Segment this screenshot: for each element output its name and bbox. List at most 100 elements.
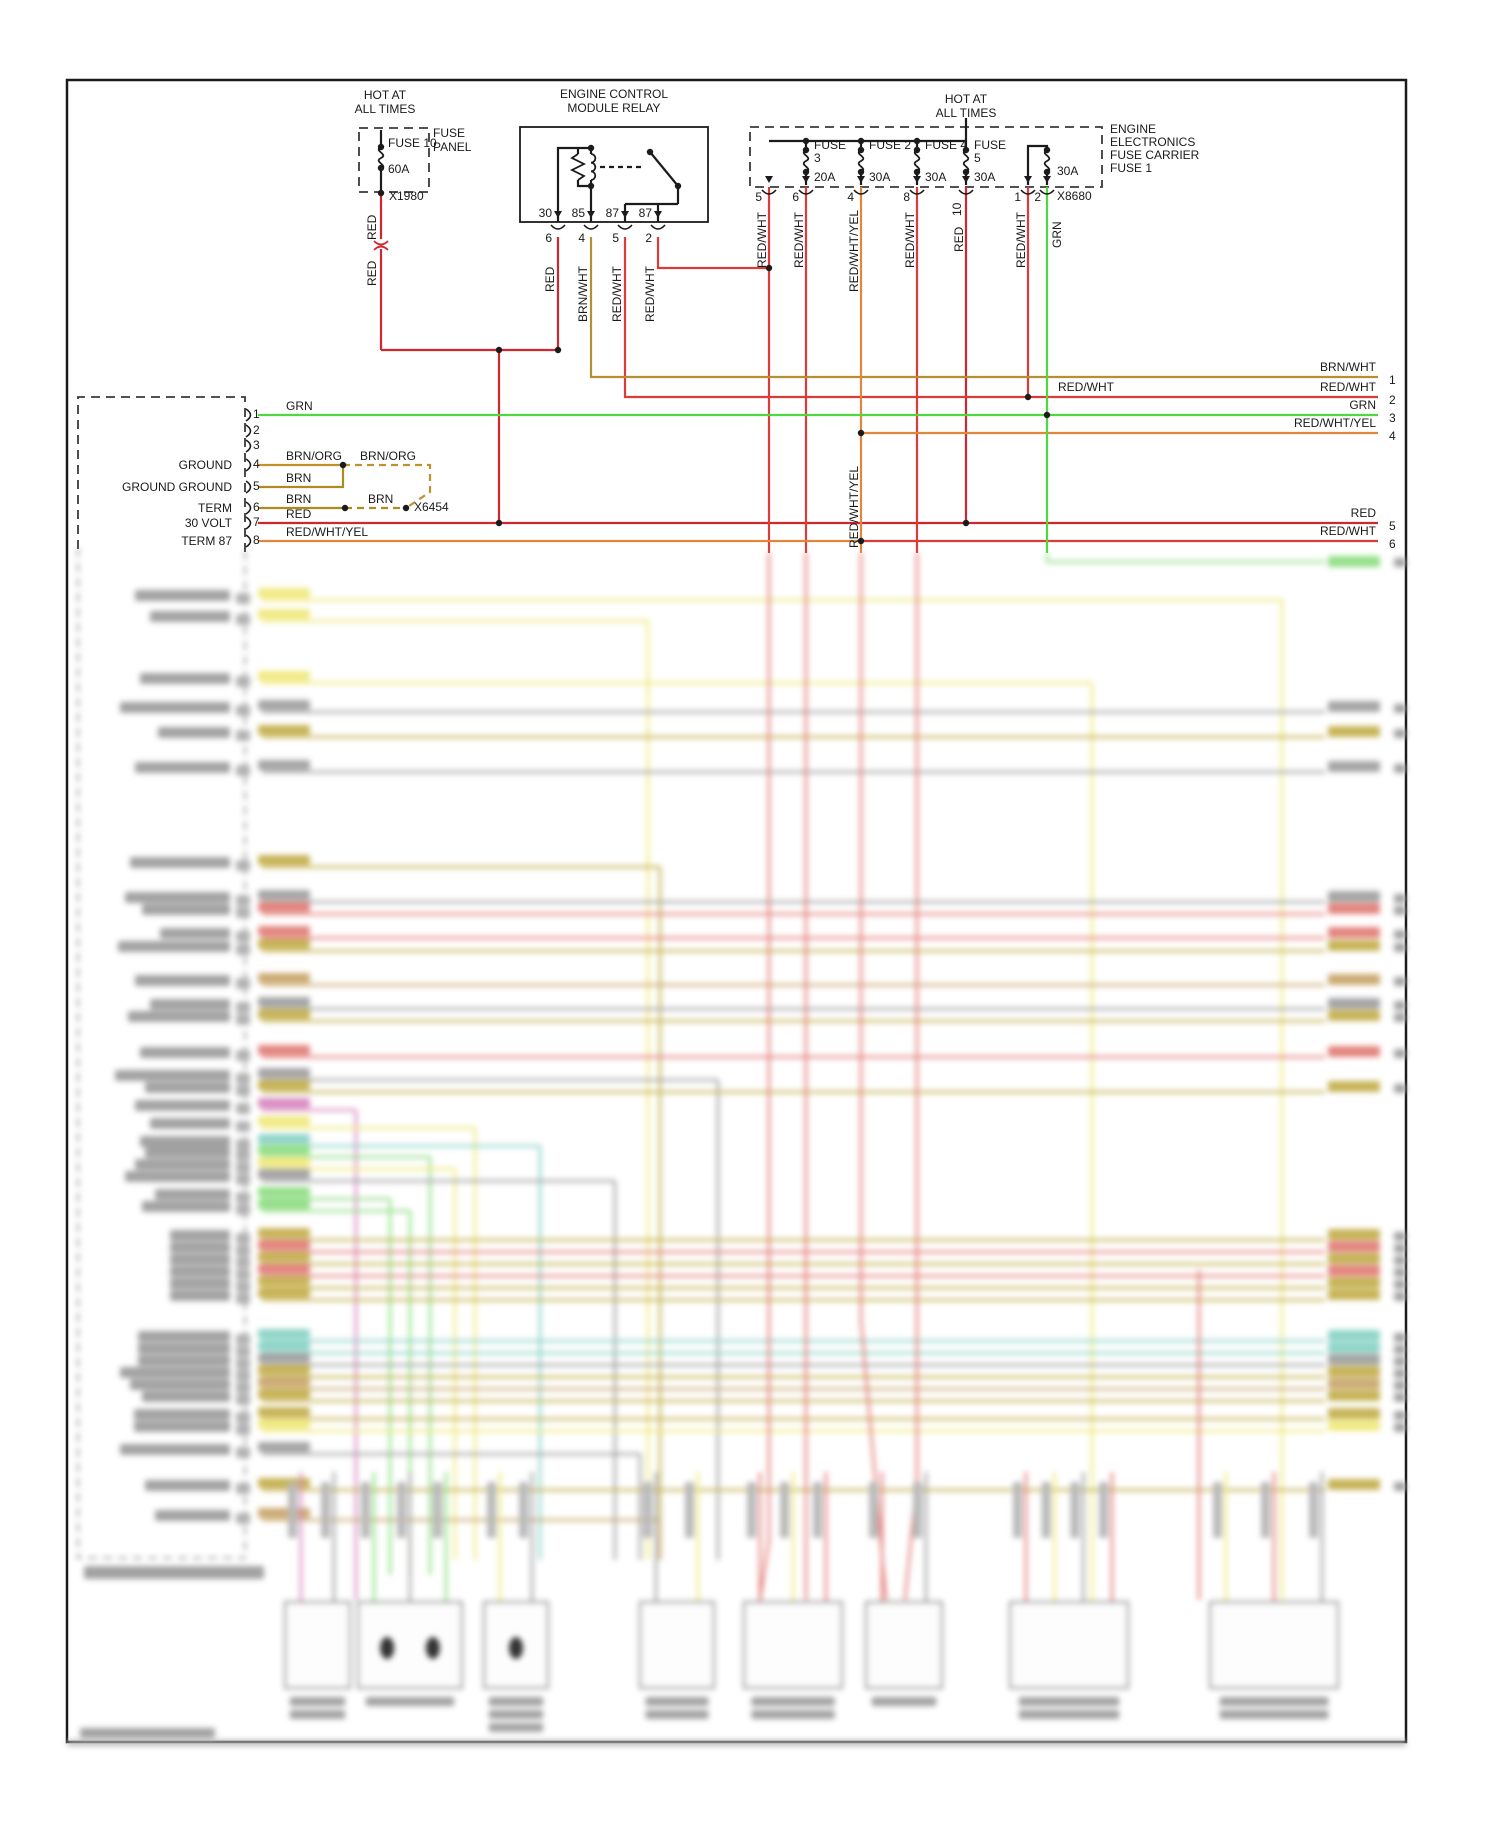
wire-color-label: BRN	[286, 471, 312, 485]
relay-terminal: 87	[638, 206, 652, 220]
blurred-text-smudge	[1394, 764, 1406, 773]
carrier-pin-number: 1	[1014, 190, 1021, 204]
wire-break-icon	[373, 245, 389, 251]
blurred-wire-code-smudge	[258, 1276, 310, 1286]
blurred-wire-code-smudge	[258, 1169, 310, 1179]
ecm-pin-number: 2	[253, 423, 260, 437]
blurred-connector-label	[645, 1697, 709, 1706]
blurred-connector-label	[1018, 1710, 1120, 1719]
blurred-text-smudge	[130, 857, 230, 868]
fuse-element-icon	[857, 149, 865, 173]
carrier-pin-number: 2	[1034, 190, 1041, 204]
relay-terminal: 30	[538, 206, 552, 220]
blurred-text-smudge	[170, 1266, 230, 1277]
wire-color-label: BRN	[368, 492, 394, 506]
pin-bracket-icon	[617, 224, 633, 230]
pin-bracket-icon	[853, 189, 869, 195]
blurred-text-smudge	[145, 1147, 230, 1158]
wire-color-label: RED/WHT/YEL	[847, 209, 861, 292]
blurred-text-smudge	[1394, 1013, 1406, 1022]
blurred-pin-smudge	[236, 676, 250, 687]
blurred-pin-smudge	[236, 1293, 250, 1304]
blurred-pin-smudge	[236, 860, 250, 871]
blurred-text-smudge	[150, 611, 230, 622]
wire-break-icon	[373, 240, 389, 246]
down-arrow-icon	[765, 176, 773, 183]
pin-bracket-icon	[245, 458, 252, 472]
blurred-wire-code-smudge	[258, 973, 310, 983]
fuse-carrier-box	[749, 126, 1103, 188]
down-arrow-icon	[1024, 176, 1032, 183]
blurred-text-smudge	[150, 1118, 230, 1129]
blurred-pin-label-smudge	[747, 1482, 756, 1538]
blurred-text-smudge	[1394, 1393, 1406, 1402]
carrier-pin-number: 8	[903, 190, 910, 204]
blurred-text-smudge	[80, 1728, 215, 1738]
all-times-left: ALL TIMES	[354, 102, 416, 116]
pin-bracket-icon	[245, 516, 252, 530]
wire-color-label: GRN	[286, 399, 313, 413]
down-arrow-icon	[857, 176, 865, 183]
blurred-text-smudge	[1394, 906, 1406, 915]
pin-bracket-icon	[650, 224, 666, 230]
blurred-pin-smudge	[236, 1334, 250, 1345]
edge-row-label: RED/WHT	[1320, 524, 1376, 538]
connector-x1980: X1980	[389, 189, 424, 203]
blurred-pin-smudge	[236, 1139, 250, 1150]
blurred-pin-smudge	[236, 1121, 250, 1132]
fuse-element-icon	[962, 149, 970, 173]
edge-row-label: GRN	[1349, 398, 1376, 412]
ecm-pin-function: TERM	[198, 501, 232, 515]
blurred-pin-label-smudge	[1070, 1482, 1080, 1538]
blurred-wire-code-smudge	[258, 1134, 310, 1144]
down-arrow-icon	[587, 211, 595, 218]
blurred-text-smudge	[170, 1242, 230, 1253]
blurred-pin-smudge	[236, 1257, 250, 1268]
blurred-wire-code-smudge	[1328, 998, 1380, 1009]
blurred-wire-code-smudge	[258, 1199, 310, 1209]
relay-box	[519, 126, 709, 223]
blurred-pin-label-smudge	[1309, 1482, 1318, 1538]
pin-bracket-icon	[909, 189, 925, 195]
blurred-pin-smudge	[236, 1346, 250, 1357]
junction-dot	[857, 168, 865, 176]
blurred-pin-smudge	[236, 895, 250, 906]
blurred-wire-code-smudge	[1328, 1265, 1380, 1276]
blurred-text-smudge	[138, 1355, 230, 1366]
blurred-text-smudge	[138, 1331, 230, 1342]
blurred-wire-code-smudge	[258, 1068, 310, 1078]
wire-gold	[589, 237, 1378, 379]
blurred-text-smudge	[1394, 1049, 1406, 1058]
down-arrow-icon	[554, 211, 562, 218]
blurred-wire-code-smudge	[1328, 1253, 1380, 1264]
blurred-wire-code-smudge	[1328, 1378, 1380, 1389]
blurred-text-smudge	[125, 1171, 230, 1182]
blurred-text-smudge	[115, 1070, 230, 1081]
connector-box-blurred	[1009, 1601, 1129, 1689]
blurred-connector-label	[289, 1710, 346, 1719]
blurred-wire-code-smudge	[1328, 556, 1380, 567]
junction-dot	[377, 189, 385, 197]
pin-bracket-icon	[245, 501, 252, 515]
blurred-wire-code-smudge	[258, 1288, 310, 1298]
blurred-wire-code-smudge	[1328, 1420, 1380, 1431]
blurred-wire-code-smudge	[258, 1009, 310, 1019]
blurred-wire-code-smudge	[1328, 1479, 1380, 1490]
carrier-pin-number: 4	[847, 190, 854, 204]
blurred-text-smudge	[1394, 1232, 1406, 1241]
pin-bracket-icon	[245, 534, 252, 548]
blurred-text-smudge	[140, 673, 230, 684]
blurred-text-smudge	[170, 1230, 230, 1241]
blurred-pin-smudge	[236, 614, 250, 625]
wire-color-label: RED	[543, 266, 557, 292]
blurred-wire-code-smudge	[258, 1187, 310, 1197]
blurred-pin-label-smudge	[780, 1482, 789, 1538]
junction-dot	[765, 264, 773, 272]
blurred-pin-label-smudge	[1013, 1482, 1022, 1538]
relay-resistor-icon	[569, 153, 587, 181]
blurred-pin-smudge	[236, 1162, 250, 1173]
blurred-wire-code-smudge	[1328, 1342, 1380, 1353]
wire-color-label: BRN/WHT	[576, 266, 590, 322]
